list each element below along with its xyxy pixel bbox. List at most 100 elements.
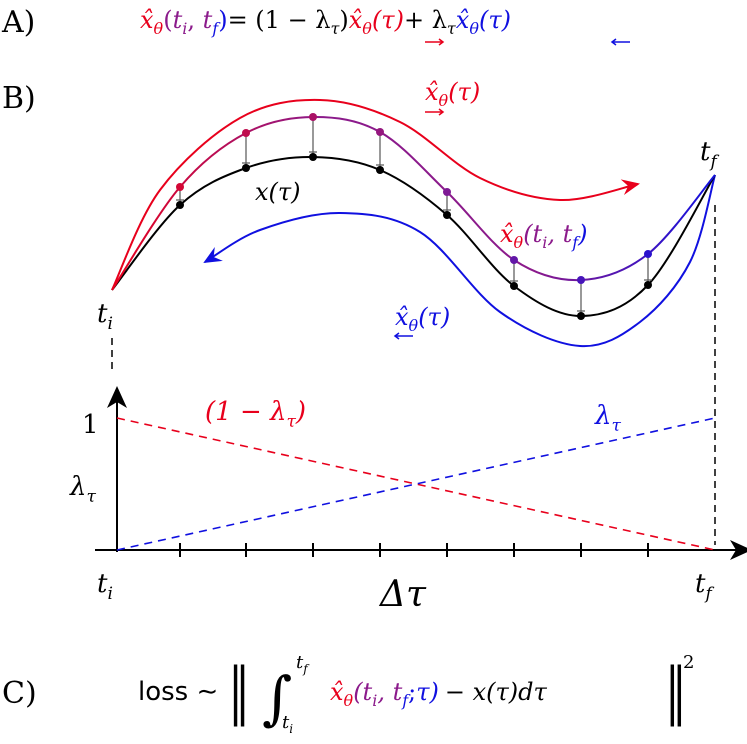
text-part: θ bbox=[469, 19, 479, 38]
y-label: λτ bbox=[69, 472, 96, 507]
text-part: τ) bbox=[416, 678, 439, 706]
text-part: (τ) bbox=[418, 303, 450, 331]
text-part: t bbox=[700, 137, 711, 167]
text-part: i bbox=[542, 233, 547, 252]
text-part: + λ bbox=[404, 6, 447, 34]
text-part: (τ) bbox=[372, 6, 404, 34]
interp-point bbox=[176, 183, 184, 191]
text-part: λ bbox=[69, 472, 86, 502]
lower-limit: ti bbox=[282, 712, 293, 736]
text-part: τ bbox=[447, 19, 457, 38]
text-part: (τ) bbox=[448, 78, 480, 106]
true-point bbox=[309, 153, 317, 161]
text-part: t bbox=[97, 569, 108, 599]
text-part: f bbox=[571, 233, 581, 252]
text-part: θ bbox=[439, 91, 449, 110]
interp-point bbox=[376, 128, 384, 136]
true-point bbox=[577, 312, 585, 320]
text-part: τ bbox=[286, 412, 296, 432]
interp-label: x̂θ(ti, tf) bbox=[500, 220, 588, 252]
text-part: λ bbox=[594, 401, 611, 431]
text-part: (1 − λ bbox=[205, 397, 286, 427]
interp-point bbox=[443, 188, 451, 196]
norm-right: ‖ bbox=[665, 654, 687, 727]
text-part: τ bbox=[611, 416, 621, 436]
text-part: ) bbox=[295, 397, 306, 427]
forward-curve bbox=[111, 98, 640, 291]
axes bbox=[95, 386, 747, 560]
direction-arrows bbox=[425, 38, 630, 46]
text-part: i bbox=[372, 691, 377, 710]
text-part: i bbox=[182, 19, 187, 38]
text-part: x̂ bbox=[349, 6, 363, 34]
text-part: f bbox=[703, 584, 714, 604]
text-part: x̂ bbox=[456, 6, 470, 34]
forward-label: x̂θ(τ) bbox=[425, 78, 480, 110]
arrow-accent bbox=[425, 108, 445, 116]
true-label: x(τ) bbox=[255, 178, 301, 206]
true-point bbox=[510, 282, 518, 290]
interp-point bbox=[510, 256, 518, 264]
true-point bbox=[644, 281, 652, 289]
text-part: f bbox=[708, 152, 719, 172]
t-start: ti bbox=[97, 299, 113, 334]
text-part: x̂ bbox=[330, 678, 344, 706]
text-part: x̂ bbox=[395, 303, 409, 331]
red-label: (1 − λτ) bbox=[205, 397, 306, 432]
text-part: i bbox=[107, 314, 112, 334]
backward-label: x̂θ(τ) bbox=[395, 303, 450, 335]
text-part: τ bbox=[86, 487, 96, 507]
panel-label: B) bbox=[2, 81, 36, 116]
text-part: t bbox=[97, 299, 108, 329]
text-part: t bbox=[695, 569, 706, 599]
integrand: x̂θ(ti, tf;τ) − x(τ)dτ bbox=[330, 678, 548, 710]
blue-label: λτ bbox=[594, 401, 621, 436]
text-part: t bbox=[296, 652, 304, 673]
upper-limit: tf bbox=[296, 652, 310, 676]
text-part: (τ) bbox=[479, 6, 511, 34]
text-part: i bbox=[107, 584, 112, 604]
interp-point bbox=[242, 129, 250, 137]
text-part: = (1 − λ bbox=[228, 6, 331, 34]
text-part: i bbox=[289, 722, 293, 736]
text-part: t bbox=[203, 6, 213, 34]
text-part: (t bbox=[353, 678, 372, 706]
text-part: , bbox=[187, 6, 202, 34]
exponent: 2 bbox=[683, 652, 694, 673]
x-end: tf bbox=[695, 569, 714, 604]
trajectories bbox=[111, 98, 716, 348]
text-part: θ bbox=[362, 19, 372, 38]
guide-lines bbox=[111, 205, 716, 545]
red-weight bbox=[116, 417, 716, 551]
text-part: θ bbox=[344, 691, 354, 710]
text-part: ) bbox=[218, 6, 227, 34]
text-part: t bbox=[282, 712, 290, 733]
text-part: f bbox=[211, 19, 221, 38]
text-part: , t bbox=[377, 678, 402, 706]
true-point bbox=[242, 164, 250, 172]
integral: ∫ bbox=[262, 664, 292, 732]
text-part: τ bbox=[331, 19, 341, 38]
text-part: − x(τ)dτ bbox=[445, 678, 548, 706]
true-curve bbox=[111, 155, 716, 318]
panel-label: C) bbox=[2, 676, 37, 711]
equation: x̂θ(ti, tf)= (1 − λτ)x̂θ(τ)+ λτx̂θ(τ) bbox=[140, 6, 511, 38]
text-part: ( bbox=[163, 6, 172, 34]
panel-label: A) bbox=[1, 5, 35, 40]
true-point bbox=[376, 166, 384, 174]
text-part: ; bbox=[408, 678, 416, 706]
text-part: θ bbox=[409, 316, 419, 335]
text-part: (t bbox=[523, 220, 542, 248]
norm-left: ‖ bbox=[228, 654, 250, 727]
text-part: θ bbox=[514, 233, 524, 252]
true-point bbox=[176, 201, 184, 209]
text-part: x̂ bbox=[425, 78, 439, 106]
text-part: f bbox=[302, 662, 310, 676]
text-part: t bbox=[173, 6, 183, 34]
t-end: tf bbox=[700, 137, 719, 172]
x-start: ti bbox=[97, 569, 113, 604]
text-part: x̂ bbox=[140, 6, 154, 34]
text-part: ) bbox=[339, 6, 348, 34]
text-part: θ bbox=[154, 19, 164, 38]
